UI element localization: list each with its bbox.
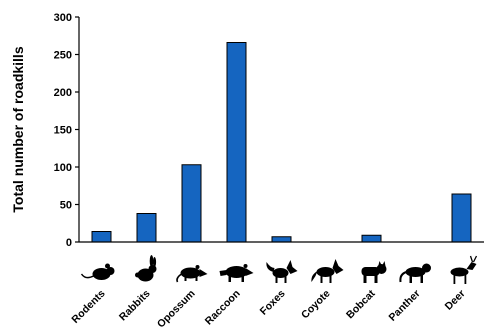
bar-raccoon	[226, 42, 247, 243]
bar-bobcat	[361, 234, 382, 243]
coyote-icon	[311, 259, 344, 283]
y-tick-label: 200	[54, 87, 72, 99]
bar-rodents	[91, 231, 112, 243]
y-tick-label: 0	[66, 237, 72, 249]
animal-icons	[80, 255, 478, 284]
bar-rabbits	[136, 213, 157, 243]
y-axis-label: Total number of roadkills	[10, 46, 26, 212]
y-tick-label: 50	[60, 200, 72, 212]
bar-opossum	[181, 164, 202, 243]
x-tick-label: Rodents	[69, 288, 107, 326]
x-axis-ticks: Rodents Rabbits Opossum Raccoon Foxes Coyote B…	[69, 287, 467, 330]
x-tick-label: Opossum	[155, 288, 198, 331]
y-axis-ticks: 0 50 100 150 200 250 300	[54, 12, 79, 249]
y-tick-label: 300	[54, 12, 72, 24]
x-tick-label: Deer	[443, 288, 468, 313]
panther-icon	[399, 263, 431, 283]
rodent-icon	[80, 263, 115, 280]
bars-group	[91, 42, 472, 243]
x-tick-label: Bobcat	[344, 287, 378, 321]
bar-deer	[451, 193, 472, 243]
bar-foxes	[271, 236, 292, 243]
y-tick-label: 150	[54, 125, 72, 137]
x-tick-label: Panther	[386, 288, 422, 324]
opossum-icon	[176, 265, 208, 283]
fox-icon	[266, 260, 298, 283]
bobcat-icon	[361, 261, 387, 283]
x-tick-label: Foxes	[258, 288, 288, 318]
y-tick-label: 100	[54, 162, 72, 174]
raccoon-icon	[219, 264, 254, 282]
x-tick-label: Coyote	[299, 288, 333, 322]
x-tick-label: Rabbits	[117, 288, 153, 324]
deer-icon	[450, 255, 478, 284]
y-tick-label: 250	[54, 50, 72, 62]
rabbit-icon	[135, 255, 157, 282]
x-tick-label: Raccoon	[203, 288, 243, 328]
